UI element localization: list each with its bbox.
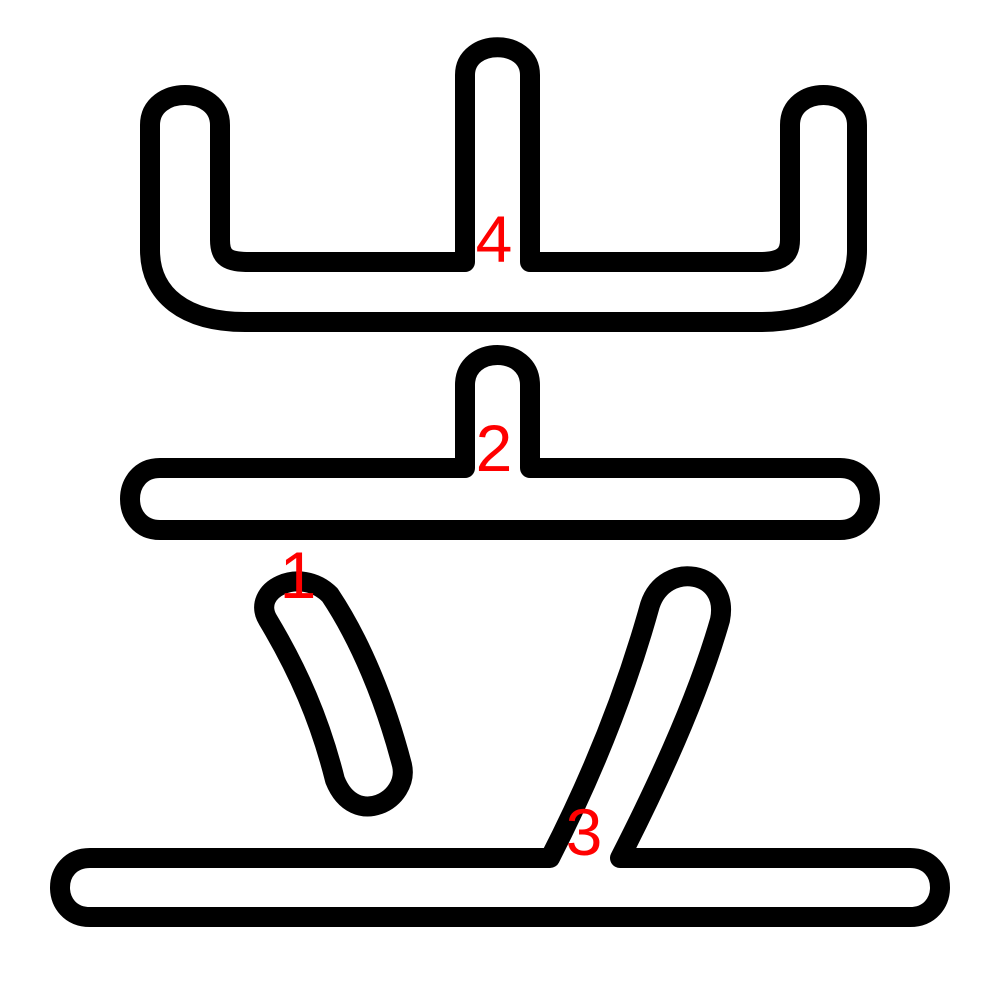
stroke-1-shape bbox=[254, 571, 413, 817]
stroke-3-shape bbox=[50, 566, 950, 927]
stroke-4-shape bbox=[140, 37, 867, 332]
stroke-2-label: 2 bbox=[476, 411, 513, 485]
stroke-4-label: 4 bbox=[476, 202, 513, 276]
stroke-1-label: 1 bbox=[280, 538, 317, 612]
stroke-2-shape bbox=[120, 345, 880, 540]
stroke-3-label: 3 bbox=[566, 795, 603, 869]
